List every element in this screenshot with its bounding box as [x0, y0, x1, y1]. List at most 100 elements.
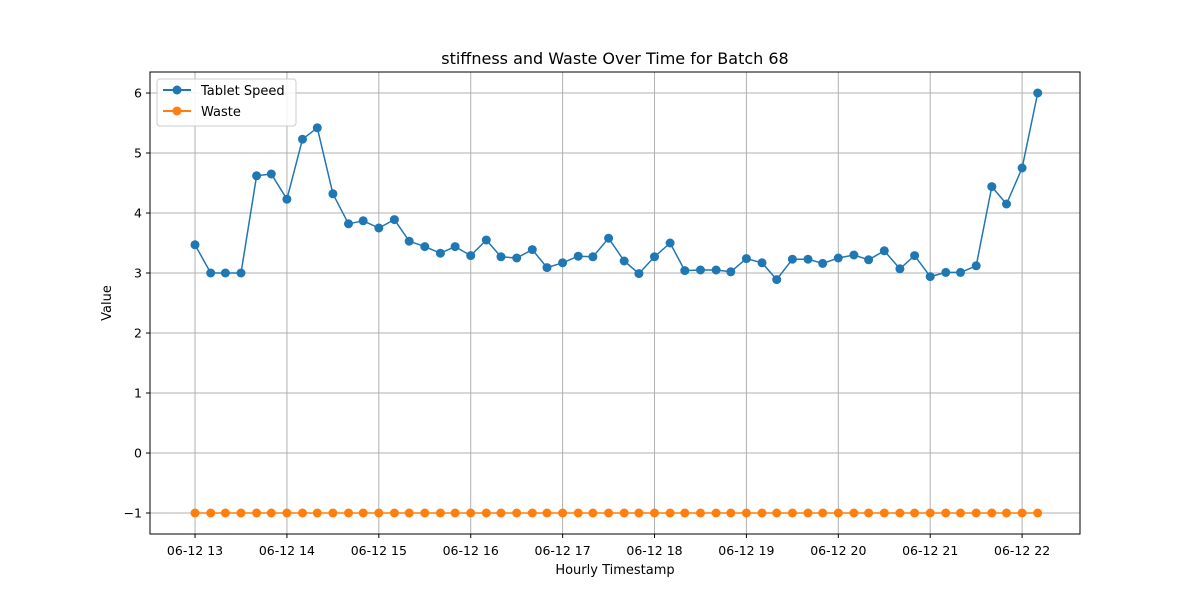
data-point-tablet-speed	[252, 171, 262, 181]
legend: Tablet Speed Waste	[156, 78, 297, 127]
data-point-waste	[741, 508, 751, 518]
data-point-waste	[987, 508, 997, 518]
data-point-tablet-speed	[512, 253, 522, 263]
x-tick-label: 06-12 19	[718, 543, 774, 558]
data-point-tablet-speed	[987, 182, 997, 192]
data-point-waste	[634, 508, 644, 518]
data-point-waste	[833, 508, 843, 518]
data-point-tablet-speed	[634, 269, 644, 279]
data-point-tablet-speed	[864, 255, 874, 265]
data-point-tablet-speed	[312, 123, 322, 133]
data-point-tablet-speed	[496, 252, 506, 262]
data-point-tablet-speed	[266, 169, 276, 179]
data-point-tablet-speed	[604, 233, 614, 243]
data-point-waste	[757, 508, 767, 518]
data-point-tablet-speed	[833, 253, 843, 263]
data-point-waste	[420, 508, 430, 518]
data-point-waste	[910, 508, 920, 518]
data-point-waste	[220, 508, 230, 518]
x-tick-label: 06-12 16	[443, 543, 499, 558]
data-point-waste	[527, 508, 537, 518]
x-tick-label: 06-12 18	[626, 543, 682, 558]
data-point-tablet-speed	[910, 251, 920, 261]
data-point-waste	[650, 508, 659, 518]
data-point-tablet-speed	[1033, 88, 1043, 98]
data-point-tablet-speed	[849, 250, 859, 260]
data-point-waste	[604, 508, 614, 518]
data-point-waste	[190, 508, 200, 518]
data-point-tablet-speed	[787, 254, 797, 264]
y-axis-label: Value	[100, 285, 115, 321]
x-tick-label: 06-12 17	[535, 543, 591, 558]
data-point-waste	[956, 508, 965, 518]
data-point-waste	[726, 508, 736, 518]
data-point-waste	[680, 508, 690, 518]
data-point-tablet-speed	[741, 254, 751, 264]
data-point-tablet-speed	[420, 242, 430, 252]
data-point-waste	[818, 508, 828, 518]
data-point-waste	[711, 508, 721, 518]
data-point-tablet-speed	[711, 265, 721, 275]
data-point-waste	[879, 508, 889, 518]
data-point-waste	[803, 508, 813, 518]
data-point-waste	[435, 508, 445, 518]
data-point-tablet-speed	[818, 258, 828, 268]
data-point-tablet-speed	[757, 258, 767, 268]
series-tablet-speed	[190, 88, 1043, 285]
x-tick-label: 06-12 14	[259, 543, 315, 558]
data-point-tablet-speed	[358, 216, 368, 226]
y-tick-label: −1	[124, 506, 142, 521]
data-point-waste	[925, 508, 935, 518]
data-point-tablet-speed	[619, 256, 629, 266]
y-tick-label: 3	[134, 266, 142, 281]
legend-label-tablet-speed: Tablet Speed	[200, 84, 285, 99]
data-point-waste	[312, 508, 322, 518]
y-tick-label: 0	[134, 446, 142, 461]
data-point-tablet-speed	[1002, 199, 1011, 209]
x-tick-label: 06-12 20	[810, 543, 866, 558]
data-point-waste	[895, 508, 905, 518]
data-point-waste	[328, 508, 338, 518]
data-point-tablet-speed	[680, 266, 690, 276]
data-point-tablet-speed	[925, 272, 935, 282]
data-point-tablet-speed	[803, 254, 813, 264]
series-waste	[190, 508, 1043, 518]
data-point-tablet-speed	[236, 268, 246, 278]
data-point-waste	[404, 508, 414, 518]
axis-ticks: 06-12 13 06-12 14 06-12 15 06-12 16 06-12 17…	[124, 86, 1051, 559]
data-point-waste	[941, 508, 951, 518]
legend-marker-waste	[172, 106, 182, 116]
data-point-tablet-speed	[328, 189, 338, 199]
data-point-tablet-speed	[650, 252, 659, 262]
data-point-tablet-speed	[588, 252, 598, 262]
data-point-waste	[358, 508, 368, 518]
data-point-waste	[236, 508, 246, 518]
data-point-waste	[558, 508, 568, 518]
data-point-tablet-speed	[220, 268, 230, 278]
data-point-tablet-speed	[941, 267, 951, 277]
data-point-waste	[665, 508, 675, 518]
x-tick-label: 06-12 13	[167, 543, 223, 558]
data-point-tablet-speed	[1017, 163, 1027, 173]
data-point-waste	[206, 508, 216, 518]
data-point-tablet-speed	[726, 267, 736, 277]
data-point-waste	[389, 508, 399, 518]
data-point-waste	[282, 508, 292, 518]
data-point-waste	[849, 508, 859, 518]
data-point-waste	[1033, 508, 1043, 518]
x-tick-label: 06-12 15	[351, 543, 407, 558]
chart-title: stiffness and Waste Over Time for Batch …	[441, 49, 788, 68]
data-point-waste	[344, 508, 353, 518]
data-point-waste	[696, 508, 705, 518]
data-point-tablet-speed	[404, 236, 414, 246]
legend-label-waste: Waste	[201, 105, 241, 120]
data-point-tablet-speed	[956, 267, 965, 277]
x-tick-label: 06-12 21	[902, 543, 958, 558]
data-point-tablet-speed	[879, 246, 889, 256]
data-point-waste	[588, 508, 598, 518]
data-point-waste	[450, 508, 460, 518]
data-point-waste	[266, 508, 276, 518]
data-point-tablet-speed	[374, 223, 384, 233]
data-point-waste	[1017, 508, 1027, 518]
y-tick-label: 6	[134, 86, 142, 101]
